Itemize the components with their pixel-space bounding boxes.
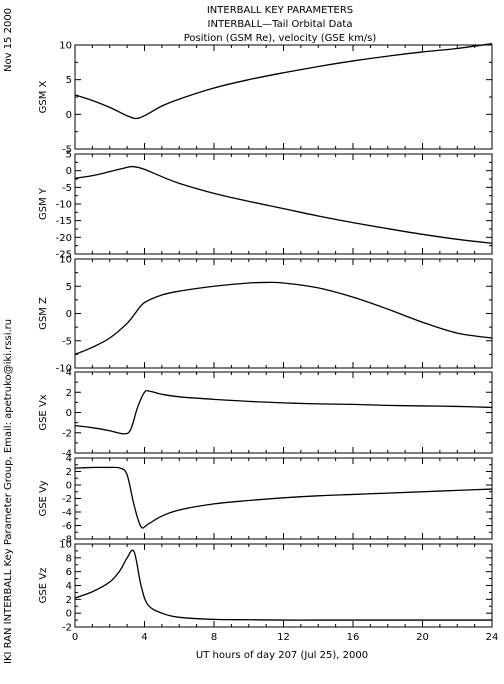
y-tick-label: -15 [56,216,72,227]
y-tick-label: -5 [62,145,72,156]
y-axis-label: GSM Z [38,297,49,330]
side-date: Nov 15 2000 [3,8,14,72]
x-tick-label: 8 [211,632,217,643]
panel-frame [74,258,493,369]
y-tick-label: 4 [66,368,72,379]
series-line [74,42,493,120]
chart-description: Position (GSM Re), velocity (GSE km/s) [184,33,377,44]
y-tick-label: -20 [56,233,72,244]
x-tick-label: 24 [486,632,499,643]
y-axis-label: GSM X [38,80,49,113]
y-tick-label: -8 [62,535,72,546]
side-credit: IKI RAN INTERBALL Key Parameter Group, E… [3,319,14,664]
x-tick-label: 4 [141,632,147,643]
y-tick-label: 5 [66,150,72,161]
y-tick-label: -4 [62,508,72,519]
y-axis-label: GSE Vz [38,568,49,604]
y-tick-label: -10 [56,200,72,211]
y-tick-label: 0 [66,408,72,419]
y-tick-label: 0 [66,166,72,177]
chart-title: INTERBALL KEY PARAMETERS [207,5,353,16]
panel-frame [74,153,493,255]
series-line [74,466,493,529]
panel-frame [74,44,493,150]
panel-1: -5 0 5 10 GSM X [38,41,493,156]
y-tick-label: -2 [62,494,72,505]
y-tick-label: -25 [56,250,72,261]
y-tick-label: -2 [62,428,72,439]
x-tick-label: 16 [347,632,360,643]
y-tick-label: -4 [62,449,72,460]
y-tick-label: 4 [66,581,72,592]
panel-4: -4 -2 0 2 4 GSE Vx [38,368,493,460]
y-tick-label: 0 [66,110,72,121]
y-tick-label: 10 [59,41,72,52]
y-tick-label: 10 [59,255,72,266]
x-tick-label: 12 [277,632,290,643]
y-tick-label: 5 [66,75,72,86]
panel-2: -25 -20 -15 -10 -5 0 5 GSM Y [38,150,493,261]
series-line [74,165,493,244]
y-tick-label: 6 [66,567,72,578]
series-line [74,549,492,621]
y-tick-label: -2 [62,623,72,634]
panel-frame [74,543,493,628]
panel-3: -10 -5 0 5 10 GSM Z [38,255,493,375]
x-tick-label: 0 [72,632,78,643]
y-tick-label: -5 [62,336,72,347]
x-tick-label: 20 [416,632,429,643]
y-tick-label: 10 [59,540,72,551]
y-axis-label: GSE Vx [38,394,49,430]
panel-frame [74,371,493,454]
y-axis-label: GSM Y [38,187,49,220]
y-tick-label: -5 [62,183,72,194]
y-tick-label: -10 [56,364,72,375]
y-tick-label: 2 [66,467,72,478]
y-tick-label: 8 [66,553,72,564]
y-tick-label: 0 [66,609,72,620]
y-tick-label: 0 [66,309,72,320]
y-tick-label: 4 [66,454,72,465]
y-tick-label: 2 [66,388,72,399]
series-line [74,281,493,355]
y-tick-label: 2 [66,595,72,606]
panel-frame [74,457,493,540]
y-tick-label: 5 [66,282,72,293]
y-axis-label: GSE Vy [38,480,49,516]
panel-5: -8 -6 -4 -2 0 2 4 GSE Vy [38,454,493,546]
series-line [74,389,493,435]
chart-subtitle: INTERBALL—Tail Orbital Data [208,19,353,30]
y-tick-label: -6 [62,521,72,532]
panel-6: -2 0 2 4 6 8 10 GSE Vz [38,540,493,634]
x-axis-label: UT hours of day 207 (Jul 25), 2000 [196,650,368,661]
y-tick-label: 0 [66,481,72,492]
